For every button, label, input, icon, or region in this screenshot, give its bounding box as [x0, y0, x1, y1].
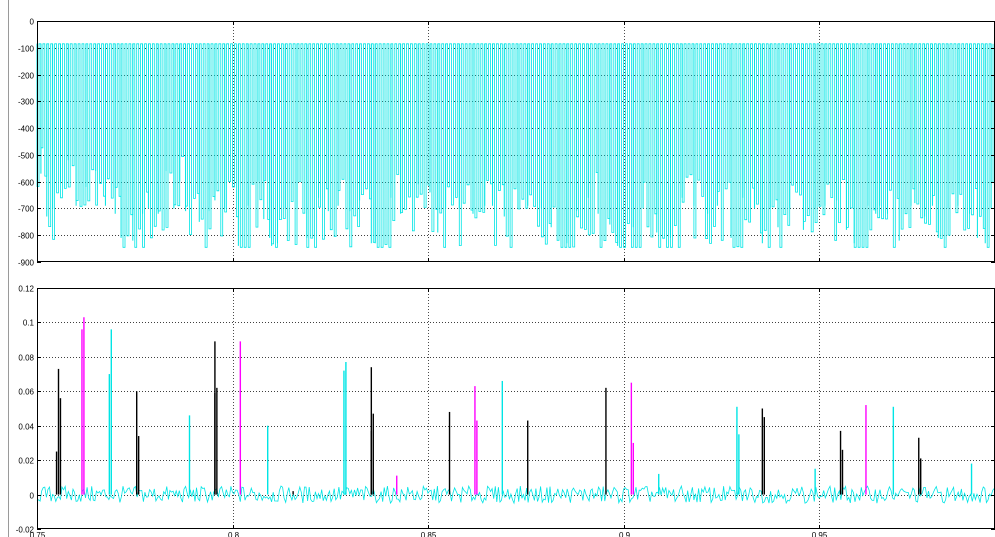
bottom-x-tick-label: 0.8: [228, 531, 240, 537]
bottom-y-tick-label: 0.1: [23, 319, 35, 328]
top-y-tick-label: -400: [18, 125, 35, 134]
top-series-00e5e5: [36, 43, 994, 248]
top-y-tick-label: -100: [18, 45, 35, 54]
top-y-tick-label: -200: [18, 72, 35, 81]
top-y-tick-label: 0: [30, 18, 35, 27]
bottom-y-tick-label: 0: [30, 492, 35, 501]
top-y-tick-label: -800: [18, 232, 35, 241]
bottom-y-tick-label: -0.02: [16, 526, 35, 535]
bottom-x-tick-label: 0.95: [812, 531, 828, 537]
top-y-tick-label: -300: [18, 98, 35, 107]
bottom-series-00e5e5-noise: [36, 484, 995, 505]
top-plot: 0 -100 -200 -300 -400 -500 -600 -700 -800 -900: [18, 18, 995, 268]
bottom-x-tick-label: 0.85: [421, 531, 437, 537]
bottom-y-tick-label: 0.06: [18, 388, 34, 397]
top-y-tick-label: -700: [18, 205, 35, 214]
top-y-tick-label: -500: [18, 152, 35, 161]
bottom-plot: 0.12 0.1 0.08 0.06 0.04 0.02 0 -0.020.75 0.8 0.85…: [16, 285, 995, 537]
bottom-y-tick-label: 0.12: [18, 285, 34, 294]
bottom-x-tick-label: 0.9: [619, 531, 631, 537]
bottom-x-tick-label: 0.75: [30, 531, 46, 537]
bottom-y-tick-label: 0.08: [18, 354, 34, 363]
bottom-y-tick-label: 0.02: [18, 457, 34, 466]
top-y-tick-label: -600: [18, 179, 35, 188]
top-y-tick-label: -900: [18, 259, 35, 268]
bottom-y-tick-label: 0.04: [18, 423, 34, 432]
